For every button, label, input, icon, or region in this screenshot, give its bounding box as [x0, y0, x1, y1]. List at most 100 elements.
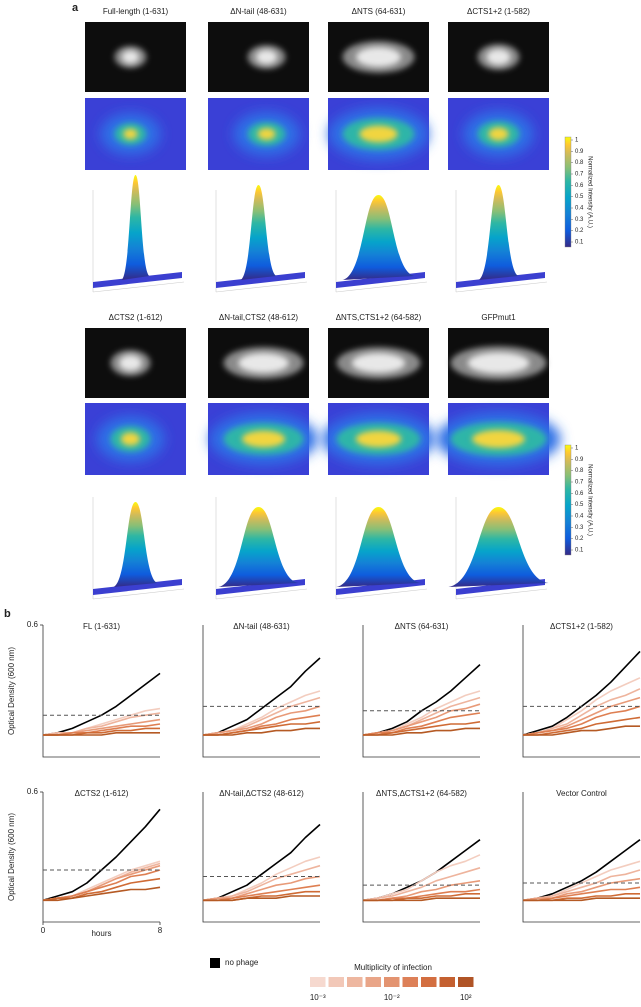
- panel-title: ΔNTS,CTS1+2 (64-582): [336, 313, 422, 322]
- axis: [42, 625, 160, 758]
- colorbar-tick-label: 0.1: [575, 548, 584, 554]
- growth-curve: [522, 705, 641, 736]
- growth-curve: [202, 875, 321, 902]
- panel-title: ΔCTS2 (1-612): [109, 313, 163, 322]
- colorbar: [564, 136, 572, 248]
- surface-peak: [121, 175, 150, 280]
- growth-curve: [522, 650, 641, 736]
- surface-peak: [478, 185, 519, 280]
- surface-peak: [218, 507, 299, 587]
- surface-axes: [92, 190, 185, 293]
- cell: [467, 352, 530, 374]
- heat-core: [472, 430, 525, 448]
- surface-base: [456, 272, 545, 288]
- surface-peak: [448, 507, 549, 587]
- cell: [122, 50, 139, 64]
- growth-curve: [203, 727, 320, 736]
- panel-title: ΔCTS1+2 (1-582): [467, 7, 530, 16]
- panel-title: ΔNTS (64-631): [352, 7, 406, 16]
- growth-curve: [203, 895, 320, 902]
- growth-curve: [42, 712, 161, 736]
- x-tick-label: 0: [41, 926, 46, 935]
- axis: [362, 792, 480, 923]
- heat-core: [123, 128, 138, 140]
- legend-swatch: [365, 977, 381, 987]
- growth-curve: [202, 657, 321, 736]
- colorbar-tick-label: 0.2: [575, 536, 584, 542]
- colorbar-tick-label: 0.4: [575, 206, 584, 212]
- chart-title: ΔCTS1+2 (1-582): [550, 622, 613, 631]
- heat-core: [120, 432, 141, 446]
- surface-axes: [455, 497, 548, 600]
- cell: [256, 50, 278, 64]
- chart-title: FL (1-631): [83, 622, 120, 631]
- panel-title: ΔN-tail,CTS2 (48-612): [219, 313, 298, 322]
- legend-swatch: [310, 977, 326, 987]
- growth-curve: [202, 823, 321, 902]
- colorbar: [564, 444, 572, 556]
- colorbar-tick-label: 0.3: [575, 525, 584, 531]
- legend-swatch: [347, 977, 363, 987]
- panel-title: ΔN-tail (48-631): [230, 7, 287, 16]
- growth-curve: [43, 886, 161, 902]
- colorbar-tick-label: 0.6: [575, 491, 584, 497]
- colorbar-label: Normalized Intensity (A.U.): [586, 156, 592, 228]
- legend-swatch: [421, 977, 437, 987]
- growth-curve: [362, 712, 481, 736]
- axis: [522, 625, 640, 758]
- heat-core: [257, 128, 276, 140]
- legend-title: Multiplicity of infection: [354, 963, 432, 972]
- colorbar-tick-label: 1: [575, 138, 579, 144]
- colorbar-tick-label: 0.5: [575, 502, 584, 508]
- panel-title: Full-length (1-631): [103, 7, 169, 16]
- legend-swatch: [210, 958, 220, 968]
- colorbar-tick-label: 0.2: [575, 228, 584, 234]
- axis: [202, 625, 320, 758]
- surface-axes: [335, 497, 428, 600]
- growth-curve: [523, 725, 640, 736]
- colorbar-tick-label: 0.3: [575, 217, 584, 223]
- growth-curve: [522, 869, 641, 902]
- surface-axes: [215, 497, 308, 600]
- colorbar-tick-label: 0.5: [575, 194, 584, 200]
- surface-axes: [92, 497, 185, 600]
- colorbar-tick-label: 0.1: [575, 240, 584, 246]
- colorbar-tick-label: 0.6: [575, 183, 584, 189]
- legend-swatch: [439, 977, 455, 987]
- chart-title: ΔCTS2 (1-612): [75, 789, 129, 798]
- growth-curve: [523, 897, 640, 902]
- legend-swatch: [328, 977, 344, 987]
- colorbar-tick-label: 0.8: [575, 468, 584, 474]
- y-tick-label: 0.6: [27, 620, 39, 629]
- surface-axes: [215, 190, 308, 293]
- heat-core: [355, 430, 402, 448]
- colorbar-tick-label: 0.9: [575, 457, 584, 463]
- colorbar-tick-label: 0.7: [575, 480, 584, 486]
- axis: [42, 792, 160, 923]
- chart-title: Vector Control: [556, 789, 607, 798]
- legend-tick-label: 10⁻³: [310, 993, 326, 1002]
- surface-base: [93, 579, 182, 595]
- growth-curve: [362, 867, 481, 902]
- chart-title: ΔNTS,ΔCTS1+2 (64-582): [376, 789, 467, 798]
- surface-base: [216, 272, 305, 288]
- axis: [202, 792, 320, 923]
- panel-label: a: [72, 2, 79, 14]
- surface-base: [93, 272, 182, 288]
- axis: [522, 792, 640, 923]
- surface-axes: [335, 190, 428, 293]
- cell: [238, 353, 289, 373]
- colorbar-tick-label: 0.8: [575, 160, 584, 166]
- legend-swatch: [458, 977, 474, 987]
- legend-swatch: [384, 977, 400, 987]
- surface-axes: [455, 190, 548, 293]
- chart-title: ΔN-tail,ΔCTS2 (48-612): [219, 789, 304, 798]
- heat-core: [488, 127, 509, 141]
- cell: [486, 49, 511, 65]
- colorbar-tick-label: 0.4: [575, 514, 584, 520]
- legend-label: no phage: [225, 958, 259, 967]
- x-axis-label: hours: [91, 929, 111, 938]
- surface-peak: [342, 195, 415, 280]
- cell: [351, 353, 406, 373]
